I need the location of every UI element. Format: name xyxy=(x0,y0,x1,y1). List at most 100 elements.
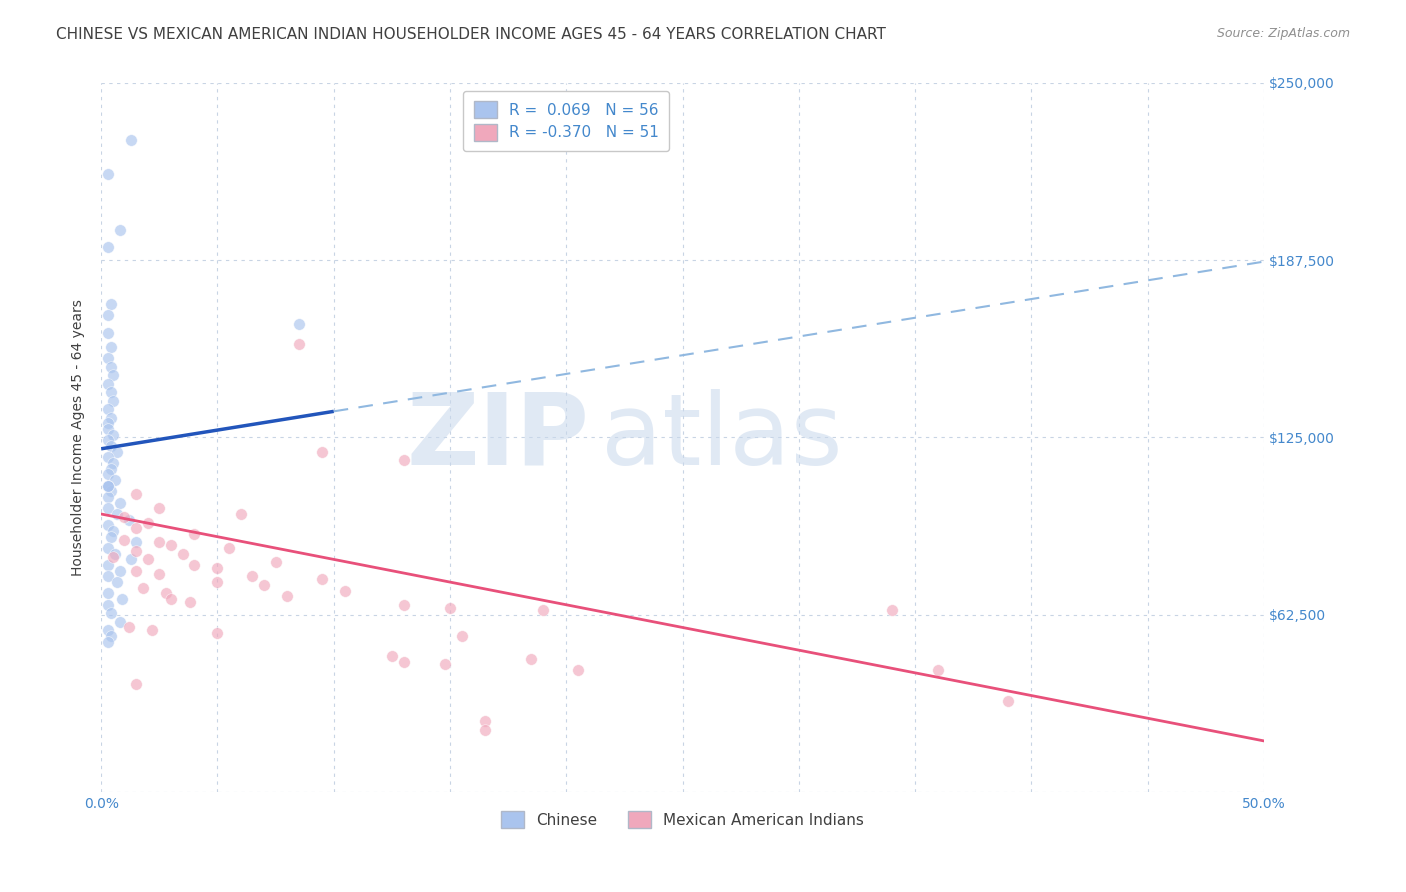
Point xyxy=(97,326,120,340)
Point xyxy=(100,461,122,475)
Point xyxy=(101,456,124,470)
Point xyxy=(474,714,496,728)
Point xyxy=(141,624,163,638)
Point xyxy=(101,524,124,538)
Point xyxy=(264,555,287,569)
Point xyxy=(101,549,124,564)
Point xyxy=(114,509,136,524)
Point xyxy=(880,603,903,617)
Point xyxy=(97,478,120,492)
Point xyxy=(392,598,415,612)
Point xyxy=(120,552,142,566)
Point xyxy=(288,317,311,331)
Point xyxy=(111,592,134,607)
Point xyxy=(97,467,120,482)
Point xyxy=(207,561,229,575)
Point xyxy=(114,533,136,547)
Point xyxy=(100,297,122,311)
Point xyxy=(392,655,415,669)
Point xyxy=(97,434,120,448)
Point xyxy=(160,592,183,607)
Point xyxy=(125,564,148,578)
Text: Source: ZipAtlas.com: Source: ZipAtlas.com xyxy=(1216,27,1350,40)
Point xyxy=(136,552,159,566)
Point xyxy=(107,575,129,590)
Point xyxy=(100,359,122,374)
Point xyxy=(132,581,155,595)
Point xyxy=(120,133,142,147)
Point xyxy=(288,336,311,351)
Point xyxy=(927,663,949,677)
Point xyxy=(155,586,177,600)
Point xyxy=(179,595,201,609)
Point xyxy=(207,575,229,590)
Point xyxy=(276,589,298,603)
Point xyxy=(108,496,131,510)
Point xyxy=(381,648,404,663)
Legend: Chinese, Mexican American Indians: Chinese, Mexican American Indians xyxy=(495,805,870,834)
Point xyxy=(311,444,333,458)
Point xyxy=(439,600,461,615)
Point xyxy=(100,607,122,621)
Point xyxy=(125,487,148,501)
Point xyxy=(136,516,159,530)
Point xyxy=(240,569,263,583)
Point xyxy=(125,535,148,549)
Point xyxy=(97,558,120,572)
Point xyxy=(218,541,240,555)
Point xyxy=(100,340,122,354)
Point xyxy=(148,566,170,581)
Y-axis label: Householder Income Ages 45 - 64 years: Householder Income Ages 45 - 64 years xyxy=(72,299,86,576)
Point xyxy=(97,402,120,417)
Point xyxy=(101,427,124,442)
Point xyxy=(125,544,148,558)
Point xyxy=(97,598,120,612)
Point xyxy=(118,620,141,634)
Point xyxy=(520,651,543,665)
Point xyxy=(108,564,131,578)
Point xyxy=(183,558,205,572)
Point xyxy=(97,309,120,323)
Point xyxy=(229,507,252,521)
Point xyxy=(172,547,194,561)
Point xyxy=(97,478,120,492)
Point xyxy=(392,453,415,467)
Point xyxy=(118,513,141,527)
Point xyxy=(160,538,183,552)
Point xyxy=(100,410,122,425)
Point xyxy=(100,629,122,643)
Point xyxy=(100,439,122,453)
Point xyxy=(97,634,120,648)
Point xyxy=(108,615,131,629)
Point xyxy=(997,694,1019,708)
Point xyxy=(567,663,589,677)
Point xyxy=(104,547,127,561)
Text: atlas: atlas xyxy=(602,389,842,486)
Point xyxy=(104,473,127,487)
Point xyxy=(207,626,229,640)
Point xyxy=(97,490,120,504)
Point xyxy=(125,677,148,691)
Point xyxy=(97,501,120,516)
Point xyxy=(97,541,120,555)
Point xyxy=(183,527,205,541)
Point xyxy=(474,723,496,737)
Text: ZIP: ZIP xyxy=(406,389,589,486)
Point xyxy=(97,569,120,583)
Point xyxy=(100,385,122,400)
Point xyxy=(434,657,457,672)
Point xyxy=(100,484,122,499)
Point xyxy=(108,223,131,237)
Point xyxy=(107,444,129,458)
Point xyxy=(148,501,170,516)
Point xyxy=(107,507,129,521)
Point xyxy=(101,368,124,382)
Point xyxy=(450,629,472,643)
Point xyxy=(97,586,120,600)
Point xyxy=(97,167,120,181)
Point xyxy=(253,578,276,592)
Point xyxy=(97,478,120,492)
Point xyxy=(311,572,333,586)
Point xyxy=(100,530,122,544)
Point xyxy=(101,393,124,408)
